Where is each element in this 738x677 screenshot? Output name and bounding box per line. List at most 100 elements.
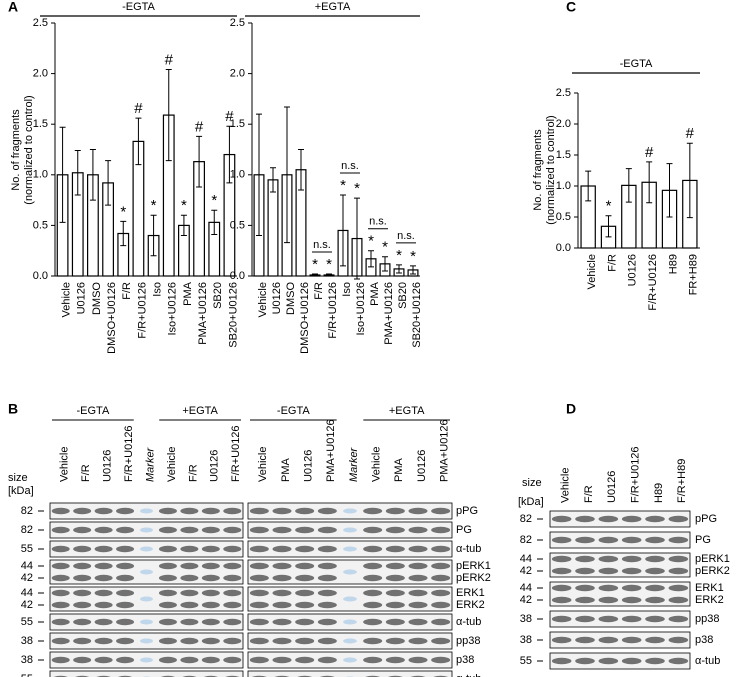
protein-band (431, 526, 451, 534)
protein-band (551, 584, 572, 592)
error-bar (284, 106, 290, 244)
error-bar (59, 126, 66, 223)
protein-band (668, 567, 689, 575)
y-tick-label: 1.5 (556, 149, 571, 161)
protein-band (249, 656, 269, 664)
protein-band (223, 656, 242, 664)
protein-band (295, 637, 315, 645)
protein-band (249, 574, 269, 582)
blot-frame (549, 510, 691, 528)
marker-band (140, 546, 153, 552)
error-bar (326, 273, 332, 277)
protein-band (551, 536, 572, 544)
protein-band (94, 507, 113, 515)
protein-band (180, 574, 199, 582)
y-axis-label: (normalized to control) (545, 115, 557, 224)
blot-frame (247, 670, 453, 677)
significance-marker: * (396, 247, 402, 264)
protein-band (668, 596, 689, 604)
protein-band (94, 589, 113, 597)
size-label: 82 (21, 505, 33, 517)
error-bar (382, 256, 388, 272)
protein-band (598, 584, 619, 592)
protein-band (431, 507, 451, 515)
lane-label: Vehicle (166, 447, 178, 482)
lane-label: PMA+U0126 (325, 419, 337, 482)
x-tick-label: F/R (313, 282, 325, 300)
protein-band (295, 545, 315, 553)
protein-band (158, 656, 177, 664)
error-bar (298, 149, 304, 191)
lane-label: F/R+H89 (676, 459, 688, 503)
protein-band (116, 637, 135, 645)
significance-marker: # (645, 144, 654, 161)
marker-band (343, 596, 357, 602)
error-bar (165, 69, 172, 162)
size-label: 38 (520, 613, 532, 625)
protein-band (408, 589, 428, 597)
protein-band (575, 636, 595, 644)
size-label: 42 (520, 594, 532, 606)
group-label: +EGTA (315, 1, 351, 13)
protein-band (645, 515, 665, 523)
error-bar (625, 168, 632, 203)
protein-band (201, 589, 220, 597)
lane-label: Marker (144, 446, 156, 482)
protein-band (51, 637, 70, 645)
error-bar (256, 113, 262, 237)
protein-band (575, 657, 595, 665)
protein-band (431, 601, 451, 609)
error-bar (105, 160, 112, 206)
protein-band (668, 536, 689, 544)
protein-band (116, 618, 135, 626)
marker-band (343, 657, 357, 663)
protein-band (158, 618, 177, 626)
protein-band (575, 615, 595, 623)
y-tick-label: 0.5 (556, 211, 571, 223)
protein-band (385, 507, 405, 515)
protein-band (116, 656, 135, 664)
error-bar (180, 214, 187, 237)
protein-band (201, 656, 220, 664)
x-tick-label: SB20+U0126 (227, 282, 239, 348)
protein-band (201, 545, 220, 553)
protein-band (249, 637, 269, 645)
protein-band (249, 545, 269, 553)
protein-band (295, 562, 315, 570)
protein-band (249, 507, 269, 515)
protein-band (621, 567, 642, 575)
blot-frame (549, 552, 691, 578)
protein-band (551, 567, 572, 575)
protein-band (645, 584, 665, 592)
protein-band (158, 637, 177, 645)
protein-band (201, 562, 220, 570)
significance-marker: * (368, 233, 374, 250)
x-tick-label: Vehicle (257, 282, 269, 317)
lane-label: F/R+U0126 (123, 425, 135, 482)
significance-marker: # (134, 100, 143, 117)
size-label-title: size (8, 472, 28, 484)
protein-band (408, 562, 428, 570)
panel-letter: A (8, 0, 18, 15)
y-tick-label: 0.0 (33, 270, 48, 282)
protein-band (363, 574, 383, 582)
protein-band (363, 589, 383, 597)
marker-band (343, 527, 357, 533)
protein-band (645, 636, 665, 644)
significance-marker: * (326, 256, 332, 273)
bracket-label: n.s. (341, 160, 359, 172)
x-tick-label: SB20 (212, 282, 224, 309)
protein-band (201, 601, 220, 609)
size-label: 44 (21, 587, 33, 599)
size-label: 42 (21, 599, 33, 611)
significance-marker: * (211, 192, 217, 209)
protein-band (575, 536, 595, 544)
x-tick-label: Iso (151, 282, 163, 297)
size-label: 44 (520, 553, 532, 565)
row-label: ERK2 (456, 599, 485, 611)
protein-band (249, 526, 269, 534)
protein-band (668, 584, 689, 592)
significance-marker: * (181, 197, 187, 214)
size-label: 44 (520, 582, 532, 594)
protein-band (385, 601, 405, 609)
